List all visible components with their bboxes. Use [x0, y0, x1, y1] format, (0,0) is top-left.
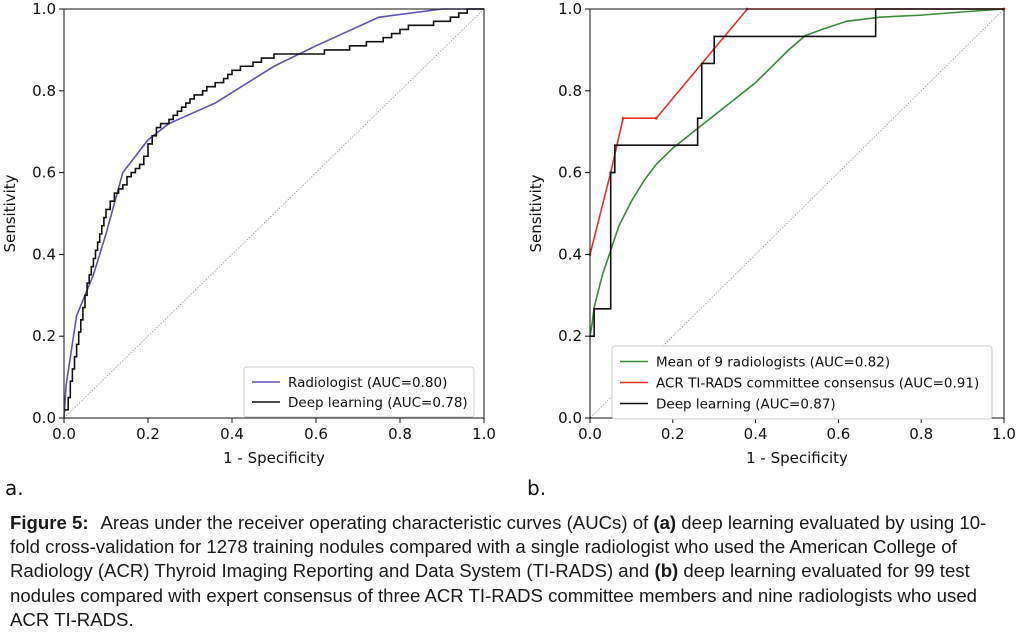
legend-label-2: Deep learning (AUC=0.87)	[656, 397, 836, 413]
x-tick-label: 0.8	[388, 425, 412, 443]
y-tick-label: 0.4	[32, 245, 56, 263]
x-tick-label: 0.8	[909, 425, 933, 443]
caption-ref-b: (b)	[654, 560, 679, 582]
y-tick-label: 0.4	[558, 245, 582, 263]
x-tick-label: 0.6	[826, 425, 850, 443]
caption-text-1: Areas under the receiver operating chara…	[100, 512, 654, 533]
legend-label-1: ACR TI-RADS committee consensus (AUC=0.9…	[656, 376, 979, 392]
y-tick-label: 0.0	[32, 409, 56, 427]
y-tick-label: 1.0	[32, 0, 56, 18]
x-tick-label: 0.0	[578, 425, 602, 443]
figure-charts: 0.0 0.2 0.4 0.6 0.8 1.0 0.0 0.2 0.4 0.6 0.8 1.0 1 - …	[1, 0, 1016, 467]
y-tick-label: 0.0	[558, 409, 582, 427]
x-tick-label: 0.2	[136, 425, 160, 443]
diagonal-reference-line	[63, 8, 485, 419]
y-axis-label: Sensitivity	[1, 174, 19, 252]
y-tick-label: 1.0	[558, 0, 582, 18]
legend-label-0: Radiologist (AUC=0.80)	[288, 375, 447, 391]
x-tick-label: 0.6	[304, 425, 328, 443]
y-tick-label: 0.6	[558, 164, 582, 182]
x-axis-label: 1 - Specificity	[223, 449, 325, 467]
x-axis-label: 1 - Specificity	[746, 449, 848, 467]
x-tick-label: 0.4	[220, 425, 244, 443]
x-tick-label: 0.0	[52, 425, 76, 443]
y-tick-label: 0.2	[558, 327, 582, 345]
x-tick-label: 1.0	[992, 425, 1016, 443]
roc-curve-series-0	[63, 8, 484, 419]
x-tick-label: 1.0	[472, 425, 496, 443]
roc-panel-b: 0.0 0.2 0.4 0.6 0.8 1.0 0.0 0.2 0.4 0.6 0.8 1.0 1 - …	[527, 0, 1016, 467]
y-tick-label: 0.8	[32, 82, 56, 100]
operating-point-marker-1-3	[654, 116, 658, 120]
caption-text-3: deep learning evaluated for 99 test nodu…	[10, 560, 978, 630]
panel-label-b: b.	[527, 476, 547, 500]
y-tick-label: 0.2	[32, 327, 56, 345]
panel-label-a: a.	[5, 476, 24, 500]
legend-box	[243, 366, 475, 418]
figure-caption: Figure 5: Areas under the receiver operat…	[10, 511, 1015, 632]
roc-curve-series-2	[590, 8, 1004, 337]
roc-panel-a: 0.0 0.2 0.4 0.6 0.8 1.0 0.0 0.2 0.4 0.6 0.8 1.0 1 - …	[1, 0, 496, 467]
caption-text-2: deep learning evaluated by using 10-fold…	[10, 512, 987, 582]
caption-ref-a: (a)	[653, 512, 677, 533]
roc-curve-series-1	[64, 8, 484, 411]
legend-label-1: Deep learning (AUC=0.78)	[288, 395, 468, 411]
plot-area-frame	[63, 8, 485, 419]
roc-curve-series-0	[589, 8, 1005, 337]
y-axis-label: Sensitivity	[527, 174, 545, 252]
y-tick-label: 0.6	[32, 164, 56, 182]
x-tick-label: 0.4	[744, 425, 768, 443]
legend-box	[611, 345, 993, 420]
operating-point-marker-1-2	[621, 116, 625, 120]
roc-curve-series-1	[589, 8, 1004, 255]
caption-label: Figure 5:	[10, 512, 89, 533]
y-tick-label: 0.8	[558, 82, 582, 100]
x-tick-label: 0.2	[661, 425, 685, 443]
legend-label-0: Mean of 9 radiologists (AUC=0.82)	[656, 355, 890, 371]
